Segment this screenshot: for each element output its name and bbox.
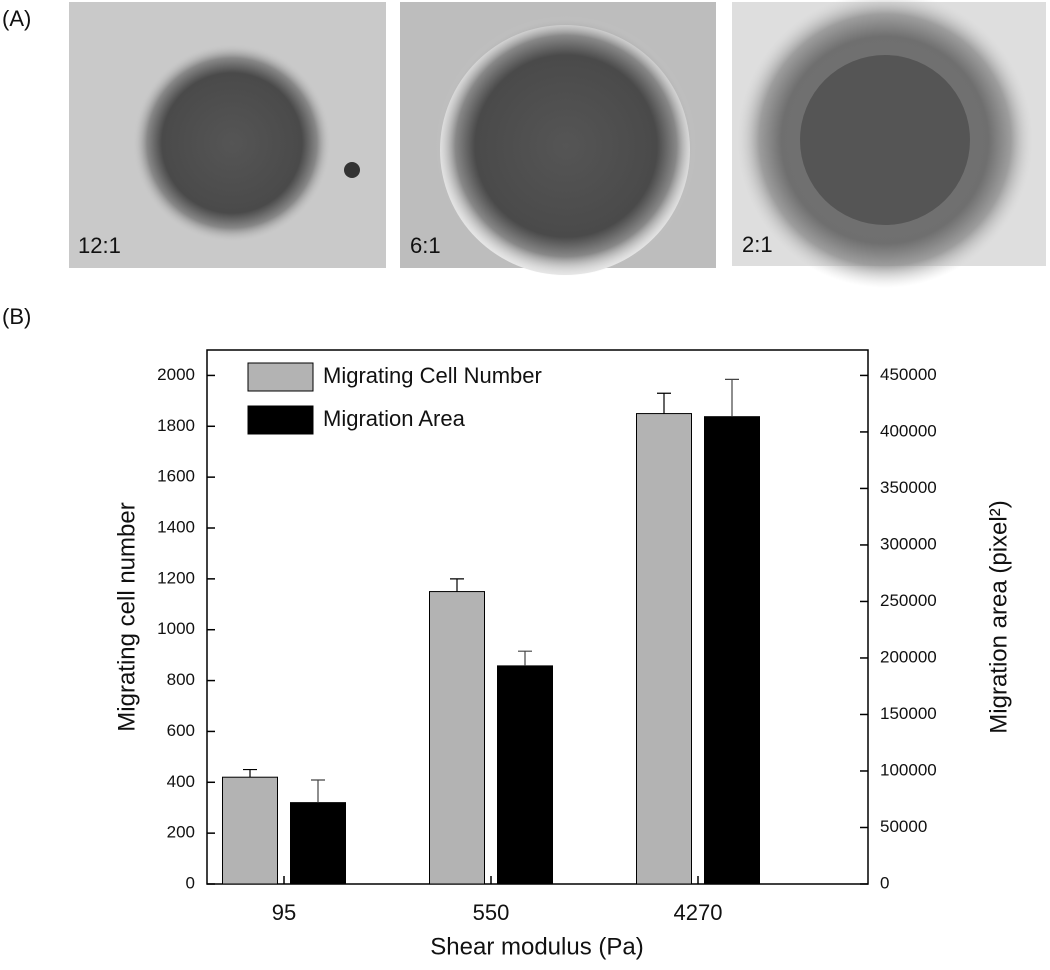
y2-tick-label: 200000 <box>880 647 937 666</box>
legend-swatch <box>247 405 314 435</box>
image-caption: 6:1 <box>410 233 441 258</box>
bar <box>704 416 760 885</box>
y2-tick-label: 100000 <box>880 760 937 779</box>
image-caption: 2:1 <box>742 232 773 257</box>
error-bar <box>657 392 671 414</box>
legend-swatch <box>247 362 314 392</box>
y2-tick-label: 300000 <box>880 534 937 553</box>
y-axis-title: Migrating cell number <box>113 502 140 731</box>
panel-label: (B) <box>2 304 31 329</box>
bar <box>290 802 346 885</box>
legend-label: Migration Area <box>323 406 466 431</box>
bar <box>429 591 485 885</box>
micrograph: 12:1 <box>69 2 386 268</box>
micrograph: 6:1 <box>400 2 716 276</box>
error-bar <box>243 768 257 778</box>
x-axis-title: Shear modulus (Pa) <box>430 933 643 960</box>
micrograph: 2:1 <box>732 0 1046 288</box>
image-caption: 12:1 <box>78 233 121 258</box>
y2-tick-label: 250000 <box>880 591 937 610</box>
error-bar <box>725 378 739 417</box>
y2-tick-label: 0 <box>880 873 889 892</box>
y-tick-label: 800 <box>167 670 195 689</box>
legend-label: Migrating Cell Number <box>323 363 542 388</box>
error-bar <box>450 578 464 592</box>
error-bar <box>311 779 325 803</box>
y-tick-label: 1800 <box>157 416 195 435</box>
y-tick-label: 1000 <box>157 619 195 638</box>
y-tick-label: 200 <box>167 823 195 842</box>
y-tick-label: 600 <box>167 721 195 740</box>
bar <box>222 776 278 885</box>
bar <box>497 665 553 885</box>
bar <box>636 413 692 885</box>
y-tick-label: 1200 <box>157 568 195 587</box>
error-bar <box>518 650 532 666</box>
x-tick-label: 95 <box>272 900 296 925</box>
y2-axis-title: Migration area (pixel²) <box>985 500 1012 733</box>
y2-tick-label: 450000 <box>880 365 937 384</box>
y2-tick-label: 150000 <box>880 704 937 723</box>
x-tick-label: 550 <box>473 900 510 925</box>
y2-tick-label: 350000 <box>880 478 937 497</box>
x-tick-label: 4270 <box>674 900 723 925</box>
y-tick-label: 1600 <box>157 467 195 486</box>
panel-label: (A) <box>2 6 31 31</box>
y-tick-label: 2000 <box>157 365 195 384</box>
y2-tick-label: 400000 <box>880 421 937 440</box>
y-tick-label: 400 <box>167 772 195 791</box>
y-tick-label: 0 <box>186 873 195 892</box>
y-tick-label: 1400 <box>157 517 195 536</box>
y2-tick-label: 50000 <box>880 817 927 836</box>
